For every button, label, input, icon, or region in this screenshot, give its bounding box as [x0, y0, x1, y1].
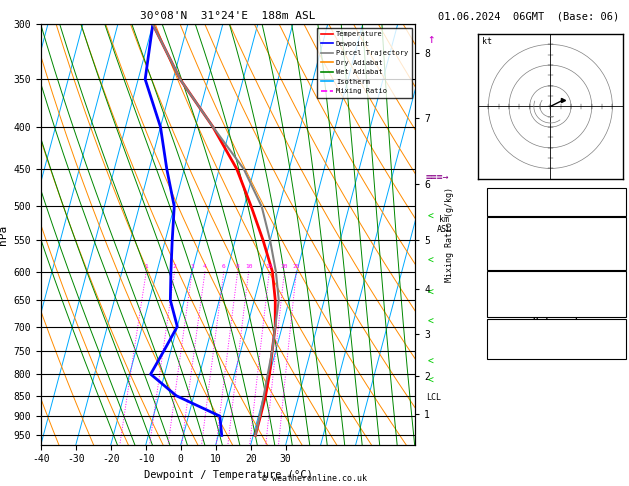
Text: 0: 0 [618, 309, 623, 318]
Text: CIN (J): CIN (J) [491, 261, 526, 270]
Text: Hodograph: Hodograph [533, 318, 581, 327]
Text: -88: -88 [608, 333, 623, 343]
Text: <: < [428, 317, 434, 327]
Text: 319: 319 [608, 285, 623, 295]
Text: 4: 4 [203, 264, 207, 269]
Text: LCL: LCL [426, 393, 442, 402]
Text: 11.1: 11.1 [603, 231, 623, 240]
Text: Lifted Index: Lifted Index [491, 293, 550, 302]
X-axis label: Dewpoint / Temperature (°C): Dewpoint / Temperature (°C) [143, 470, 313, 480]
Text: Mixing Ratio (g/kg): Mixing Ratio (g/kg) [445, 187, 454, 282]
Text: 32: 32 [613, 197, 623, 206]
Text: © weatheronline.co.uk: © weatheronline.co.uk [262, 474, 367, 483]
Text: -111: -111 [603, 325, 623, 334]
Text: StmSpd (kt): StmSpd (kt) [491, 350, 545, 359]
Text: CIN (J): CIN (J) [491, 309, 526, 318]
Y-axis label: km
ASL: km ASL [437, 215, 452, 235]
Text: <: < [428, 256, 434, 266]
Text: 3: 3 [190, 264, 194, 269]
Text: <: < [428, 212, 434, 222]
Text: 0: 0 [618, 254, 623, 263]
Text: Pressure (mb): Pressure (mb) [491, 278, 555, 286]
Text: -6: -6 [613, 188, 623, 197]
Text: K: K [491, 188, 496, 197]
Text: ≡≡≡→: ≡≡≡→ [426, 172, 449, 182]
Text: 2: 2 [173, 264, 177, 269]
Text: θe(K): θe(K) [491, 239, 516, 247]
Text: 0: 0 [618, 301, 623, 310]
Text: 1: 1 [145, 264, 148, 269]
Text: PW (cm): PW (cm) [491, 207, 526, 216]
Text: 318: 318 [608, 239, 623, 247]
Text: Dewp (°C): Dewp (°C) [491, 231, 536, 240]
Text: 700: 700 [608, 278, 623, 286]
Text: 20.6: 20.6 [603, 224, 623, 232]
Text: CAPE (J): CAPE (J) [491, 254, 531, 263]
Text: kt: kt [482, 37, 492, 47]
Text: SREH: SREH [491, 333, 511, 343]
Text: <: < [428, 287, 434, 297]
Text: θe (K): θe (K) [491, 285, 521, 295]
Title: 30°08'N  31°24'E  188m ASL: 30°08'N 31°24'E 188m ASL [140, 11, 316, 21]
Text: 15: 15 [265, 264, 273, 269]
Text: 20: 20 [281, 264, 288, 269]
Text: CAPE (J): CAPE (J) [491, 301, 531, 310]
Text: 6: 6 [222, 264, 226, 269]
Text: StmDir: StmDir [491, 342, 521, 351]
Text: 1.03: 1.03 [603, 207, 623, 216]
Text: 8: 8 [236, 264, 240, 269]
Text: 17: 17 [613, 293, 623, 302]
Text: 0: 0 [618, 261, 623, 270]
Text: 10: 10 [613, 350, 623, 359]
Text: Totals Totals: Totals Totals [491, 197, 555, 206]
Text: Most Unstable: Most Unstable [521, 270, 592, 279]
Text: 10: 10 [613, 246, 623, 255]
Text: EH: EH [491, 325, 501, 334]
Text: 01.06.2024  06GMT  (Base: 06): 01.06.2024 06GMT (Base: 06) [438, 12, 619, 21]
Text: Temp (°C): Temp (°C) [491, 224, 536, 232]
Legend: Temperature, Dewpoint, Parcel Trajectory, Dry Adiabat, Wet Adiabat, Isotherm, Mi: Temperature, Dewpoint, Parcel Trajectory… [317, 28, 411, 98]
Text: Lifted Index: Lifted Index [491, 246, 550, 255]
Text: ↑: ↑ [427, 33, 435, 46]
Text: 10: 10 [245, 264, 252, 269]
Text: <: < [428, 376, 434, 386]
Text: <: < [428, 357, 434, 367]
Text: 310°: 310° [603, 342, 623, 351]
Text: Surface: Surface [538, 216, 576, 225]
Text: 25: 25 [292, 264, 300, 269]
Y-axis label: hPa: hPa [0, 225, 8, 244]
